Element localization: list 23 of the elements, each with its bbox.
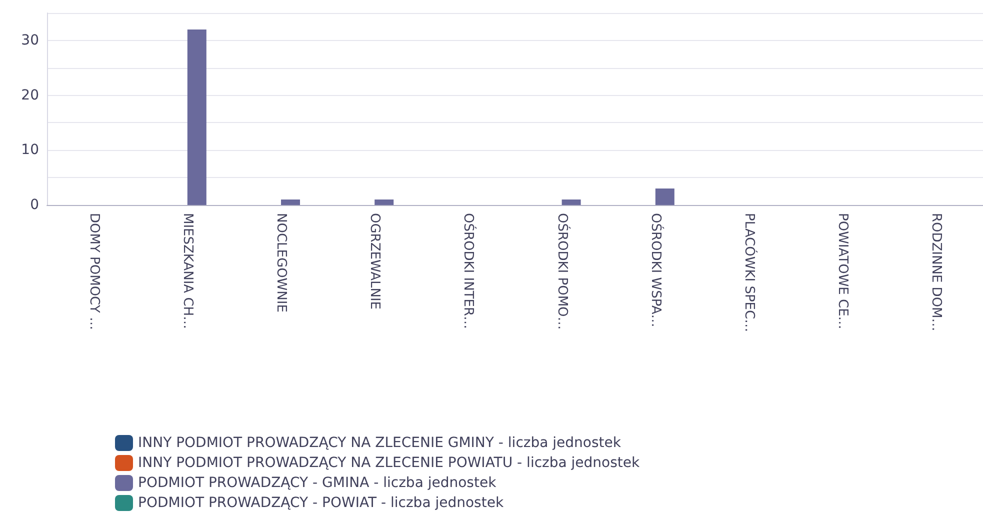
bar xyxy=(187,29,206,205)
bar xyxy=(655,188,674,205)
legend-label: PODMIOT PROWADZĄCY - GMINA - liczba jednostek xyxy=(138,475,498,491)
x-tick-label: POWIATOWE CE… xyxy=(835,213,850,330)
x-tick-label: OŚRODKI POMO… xyxy=(554,213,572,330)
y-tick-label: 10 xyxy=(21,142,39,158)
legend-label: INNY PODMIOT PROWADZĄCY NA ZLECENIE GMINY - liczba jednostek xyxy=(138,435,622,451)
x-tick-label: NOCLEGOWNIE xyxy=(274,213,288,312)
x-tick-label: MIESZKANIA CH… xyxy=(180,213,195,330)
y-tick-label: 0 xyxy=(30,197,39,213)
x-tick-label: RODZINNE DOM… xyxy=(928,213,944,332)
y-tick-label: 20 xyxy=(21,87,39,104)
legend-label: INNY PODMIOT PROWADZĄCY NA ZLECENIE POWIATU - liczba jednostek xyxy=(138,455,641,471)
x-tick-label: PLACÓWKI SPEC… xyxy=(742,213,758,332)
x-tick-label: OGRZEWALNIE xyxy=(367,213,382,310)
y-tick-label: 30 xyxy=(21,32,39,48)
x-tick-label: OŚRODKI WSPA… xyxy=(648,213,665,328)
x-tick-label: DOMY POMOCY … xyxy=(86,213,102,330)
legend-label: PODMIOT PROWADZĄCY - POWIAT - liczba jednostek xyxy=(138,495,504,511)
bar xyxy=(281,200,300,205)
bar xyxy=(562,200,581,205)
bar xyxy=(374,200,394,205)
x-tick-label: OŚRODKI INTER… xyxy=(460,213,478,329)
